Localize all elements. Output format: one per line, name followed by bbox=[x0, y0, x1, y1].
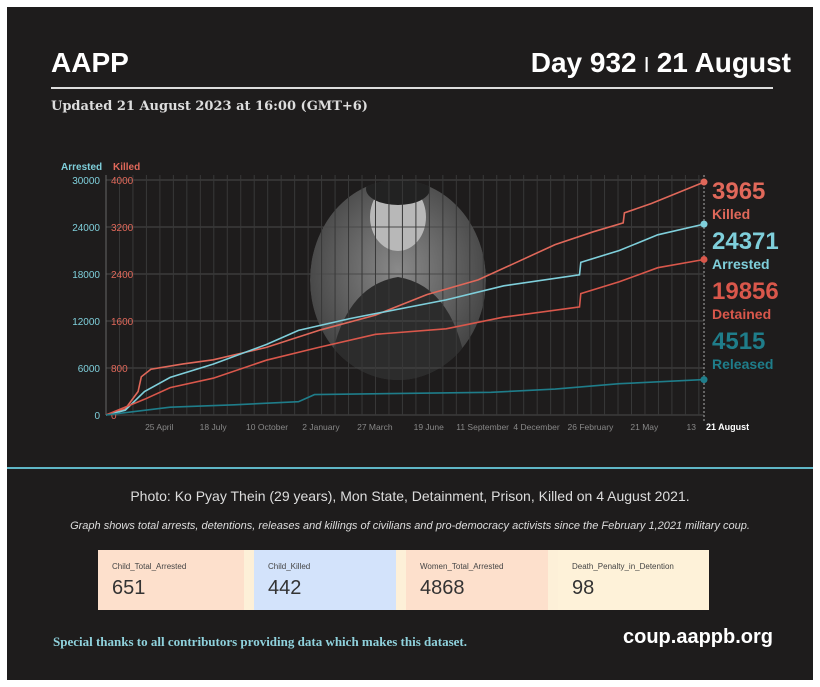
x-tick-label: 26 February bbox=[568, 422, 615, 432]
stat-label: Child_Total_Arrested bbox=[112, 562, 187, 571]
thanks-note: Special thanks to all contributors provi… bbox=[53, 634, 468, 649]
day-count: Day 932 bbox=[530, 47, 637, 78]
x-tick-label: 25 April bbox=[145, 422, 173, 432]
updated-timestamp: Updated 21 August 2023 at 16:00 (GMT+6) bbox=[51, 99, 368, 114]
series-line-detained bbox=[105, 258, 705, 416]
axis-label-killed: Killed bbox=[113, 162, 140, 173]
stat-card-child-killed: Child_Killed 442 bbox=[254, 550, 396, 610]
x-tick-label: 18 July bbox=[200, 422, 228, 432]
series-value-arrested: 24371 bbox=[712, 228, 779, 255]
graph-note: Graph shows total arrests, detentions, r… bbox=[70, 520, 750, 532]
header-rule bbox=[51, 87, 773, 89]
x-tick-label: 10 October bbox=[246, 422, 288, 432]
y-tick-killed: 800 bbox=[111, 364, 128, 375]
photo-caption: Photo: Ko Pyay Thein (29 years), Mon Sta… bbox=[130, 488, 690, 504]
x-tick-label: 2 January bbox=[302, 422, 340, 432]
x-tick-label: 11 September bbox=[456, 422, 509, 432]
series-name-released: Released bbox=[712, 356, 773, 372]
separator: | bbox=[644, 55, 649, 73]
y-tick-killed: 2400 bbox=[111, 270, 134, 281]
stat-label: Death_Penalty_in_Detention bbox=[572, 562, 674, 571]
stat-card-death-penalty: Death_Penalty_in_Detention 98 bbox=[558, 550, 709, 610]
endpoint-released bbox=[700, 376, 708, 384]
stat-value: 4868 bbox=[420, 577, 465, 599]
stat-cards: Child_Total_Arrested 651 Child_Killed 442 … bbox=[98, 550, 709, 610]
y-tick-killed: 4000 bbox=[111, 176, 134, 187]
stat-label: Child_Killed bbox=[268, 562, 311, 571]
day-heading: Day 932 | 21 August bbox=[531, 47, 791, 79]
series-value-released: 4515 bbox=[712, 328, 765, 355]
series-line-arrested bbox=[105, 223, 705, 416]
y-tick-arrested: 6000 bbox=[78, 364, 101, 375]
x-tick-label: 21 May bbox=[630, 422, 659, 432]
y-tick-killed: 1600 bbox=[111, 317, 134, 328]
stat-value: 442 bbox=[268, 577, 302, 599]
x-tick-label: 13 bbox=[687, 422, 697, 432]
x-tick-label: 27 March bbox=[357, 422, 393, 432]
y-tick-arrested: 24000 bbox=[72, 223, 100, 234]
grid bbox=[105, 175, 705, 423]
axis-label-arrested: Arrested bbox=[61, 162, 102, 173]
brand-title: AAPP bbox=[51, 47, 129, 78]
endpoint-killed bbox=[700, 178, 708, 186]
stat-label: Women_Total_Arrested bbox=[420, 562, 504, 571]
y-tick-killed: 3200 bbox=[111, 223, 134, 234]
day-date: 21 August bbox=[656, 47, 791, 78]
x-tick-label: 4 December bbox=[513, 422, 559, 432]
y-tick-arrested: 0 bbox=[94, 411, 100, 422]
portrait-photo bbox=[310, 180, 486, 380]
series-name-arrested: Arrested bbox=[712, 256, 770, 272]
y-tick-arrested: 30000 bbox=[72, 176, 100, 187]
stat-value: 98 bbox=[572, 577, 595, 599]
chart: 0 0 6000 800 12000 1600 18000 2400 24000 3200 3000… bbox=[61, 162, 779, 432]
stat-card-child-arrested: Child_Total_Arrested 651 bbox=[98, 550, 244, 610]
endpoint-detained bbox=[700, 255, 708, 263]
x-tick-label: 19 June bbox=[414, 422, 445, 432]
series-line-released bbox=[105, 378, 705, 416]
y-tick-arrested: 12000 bbox=[72, 317, 100, 328]
y-tick-arrested: 18000 bbox=[72, 270, 100, 281]
series-value-detained: 19856 bbox=[712, 278, 779, 305]
series-value-killed: 3965 bbox=[712, 178, 765, 205]
website-link[interactable]: coup.aappb.org bbox=[623, 626, 773, 648]
section-divider bbox=[7, 467, 813, 469]
series-name-detained: Detained bbox=[712, 306, 771, 322]
series-line-killed bbox=[105, 181, 705, 416]
stat-value: 651 bbox=[112, 577, 146, 599]
stat-card-women-arrested: Women_Total_Arrested 4868 bbox=[406, 550, 548, 610]
y-tick-killed: 0 bbox=[111, 411, 117, 422]
endpoint-arrested bbox=[700, 220, 708, 228]
infographic: AAPP Day 932 | 21 August Updated 21 Augu… bbox=[7, 7, 813, 680]
x-tick-label: 21 August bbox=[706, 422, 749, 432]
series-name-killed: Killed bbox=[712, 206, 750, 222]
